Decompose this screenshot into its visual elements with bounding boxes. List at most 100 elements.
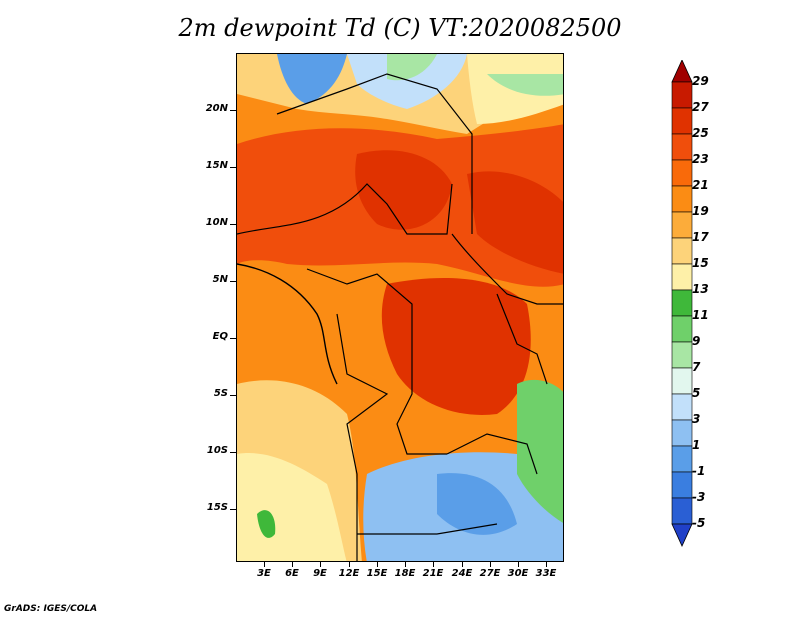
colorbar-label: 7 [692,360,701,374]
colorbar [671,60,693,547]
colorbar-segment [671,81,693,109]
border-line [276,73,473,234]
border-line [357,523,498,535]
dry-green-zone-2 [487,74,563,96]
congo-humid-core [381,278,531,415]
y-label: 5S [213,388,228,399]
y-tick [230,167,236,168]
colorbar-segment [671,237,693,265]
country-borders [237,73,563,561]
border-line [237,183,453,235]
dry-blue-zone-1 [277,54,347,104]
x-label: 18E [394,568,416,579]
x-label: 12E [338,568,360,579]
x-tick [292,562,293,567]
colorbar-segment [671,263,693,291]
x-tick [462,562,463,567]
humid-core-2 [467,171,563,274]
coastline [237,263,338,385]
border-line [336,313,389,561]
x-label: 15E [366,568,388,579]
footer-credit: GrADS: IGES/COLA [4,604,98,614]
colorbar-label: 11 [692,308,709,322]
east-green-zone [517,379,563,523]
x-label: 6E [285,568,299,579]
colorbar-label: -5 [692,516,706,530]
y-label: 15S [206,502,228,513]
x-label: 33E [535,568,557,579]
colorbar-segment [671,367,693,395]
x-tick [518,562,519,567]
colorbar-label: 15 [692,256,709,270]
colorbar-bottom-arrow [671,523,693,547]
y-label: 10N [205,217,228,228]
colorbar-segment [671,289,693,317]
colorbar-label: 19 [692,204,709,218]
x-tick [349,562,350,567]
colorbar-top-arrow [671,60,693,83]
colorbar-label: 25 [692,126,709,140]
colorbar-segment [671,497,693,525]
colorbar-segment [671,315,693,343]
colorbar-segment [671,159,693,187]
border-line [496,293,548,385]
colorbar-label: 5 [692,386,701,400]
x-tick [377,562,378,567]
x-label: 21E [422,568,444,579]
x-label: 24E [451,568,473,579]
y-label: 5N [212,274,228,285]
colorbar-segment [671,185,693,213]
y-tick [230,395,236,396]
y-tick [230,110,236,111]
x-label: 9E [313,568,327,579]
border-line [451,233,563,305]
south-dry-blue-core [437,473,517,535]
y-tick [230,224,236,225]
colorbar-segment [671,393,693,421]
y-label: 10S [206,445,228,456]
map-title: 2m dewpoint Td (C) VT:2020082500 [178,14,622,42]
dry-blue-zone-2 [347,54,467,109]
colorbar-label: 1 [692,438,701,452]
border-line [446,433,538,475]
colorbar-label: 9 [692,334,701,348]
colorbar-label: 17 [692,230,709,244]
colorbar-label: -1 [692,464,706,478]
x-tick [320,562,321,567]
dewpoint-map [236,53,564,562]
y-tick [230,509,236,510]
colorbar-segment [671,471,693,499]
colorbar-segment [671,107,693,135]
border-line [306,268,447,455]
x-tick [546,562,547,567]
colorbar-label: 3 [692,412,701,426]
colorbar-segment [671,445,693,473]
colorbar-label: 21 [692,178,709,192]
x-label: 27E [479,568,501,579]
y-tick [230,281,236,282]
colorbar-segment [671,341,693,369]
colorbar-label: 13 [692,282,709,296]
green-patch [257,510,276,538]
x-label: 30E [507,568,529,579]
x-tick [433,562,434,567]
x-tick [490,562,491,567]
y-tick [230,338,236,339]
colorbar-segment [671,419,693,447]
y-label: 15N [205,160,228,171]
y-label: 20N [205,103,228,114]
humid-core-1 [355,150,452,230]
colorbar-segment [671,133,693,161]
dry-green-zone [387,54,437,81]
colorbar-label: 27 [692,100,709,114]
colorbar-label: -3 [692,490,706,504]
x-label: 3E [257,568,271,579]
y-tick [230,452,236,453]
colorbar-label: 29 [692,74,709,88]
x-tick [264,562,265,567]
colorbar-label: 23 [692,152,709,166]
x-tick [405,562,406,567]
colorbar-segment [671,211,693,239]
y-label: EQ [212,331,228,342]
map-canvas [237,54,563,561]
